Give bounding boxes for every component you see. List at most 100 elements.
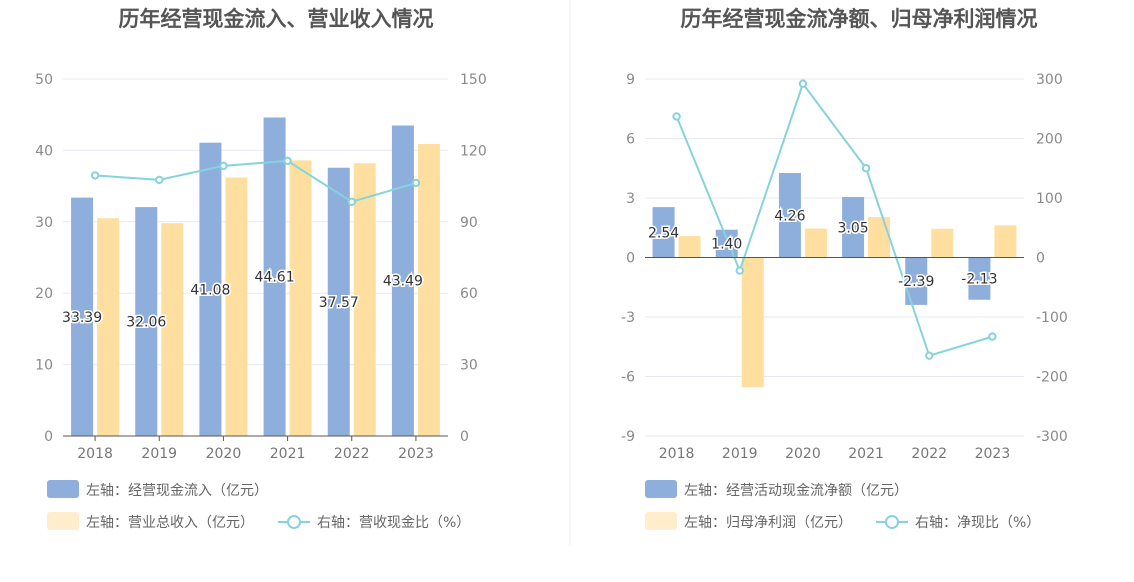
bars <box>71 117 440 437</box>
bar-value-label: 32.06 <box>126 315 166 331</box>
line-point[interactable] <box>735 266 744 275</box>
x-tick-label: 2022 <box>911 446 947 462</box>
net-cashflow-profit-chart: 历年经营现金流净额、归母净利润情况 -9 -6 -3 0 3 6 9 -300 -200 -100… <box>621 7 1068 531</box>
line-point[interactable] <box>155 175 164 185</box>
bar-secondary[interactable] <box>741 257 764 388</box>
y-right-tick-label: -200 <box>1036 370 1068 386</box>
y-right-tick-label: -300 <box>1036 429 1068 445</box>
y-left-tick-label: 0 <box>44 429 53 445</box>
bar-value-label: 33.39 <box>62 310 102 326</box>
bar-secondary[interactable] <box>931 228 954 258</box>
bar-primary[interactable] <box>968 257 991 300</box>
bar-primary[interactable] <box>135 207 158 436</box>
legend-swatch <box>47 512 79 530</box>
bar-value-label: 3.05 <box>837 220 868 236</box>
y-right-tick-label: 300 <box>1036 72 1063 88</box>
legend-item[interactable]: 左轴：归母净利润（亿元） <box>645 512 852 531</box>
bar-value-label: -2.13 <box>961 272 997 288</box>
bar-primary[interactable] <box>71 197 94 436</box>
bar-value-label: 4.26 <box>774 208 805 224</box>
x-tick-label: 2023 <box>398 446 434 462</box>
bar-primary[interactable] <box>391 125 414 437</box>
line-point[interactable] <box>90 171 100 180</box>
legend-swatch <box>645 512 677 530</box>
legend-label: 右轴：净现比（%） <box>915 515 1040 531</box>
legend-swatch <box>278 515 310 529</box>
line-point[interactable] <box>672 112 681 121</box>
y-left-tick-label: 0 <box>626 251 635 267</box>
chart-title: 历年经营现金流净额、归母净利润情况 <box>681 7 1038 31</box>
bar-value-label: 44.61 <box>255 270 295 286</box>
y-right-tick-label: 200 <box>1036 132 1063 148</box>
line-point[interactable] <box>219 161 228 171</box>
y-left-tick-label: -6 <box>621 370 635 386</box>
legend-item[interactable]: 左轴：经营现金流入（亿元） <box>47 480 268 499</box>
legend-item[interactable]: 右轴：净现比（%） <box>876 515 1040 531</box>
data-labels: 33.39 32.06 41.08 44.61 37.57 43.49 <box>61 268 425 332</box>
legend-label: 左轴：经营活动现金流净额（亿元） <box>684 483 908 499</box>
y-left-tick-label: -9 <box>621 429 635 445</box>
y-left-tick-label: 6 <box>626 132 635 148</box>
legend-swatch <box>47 480 79 498</box>
line-point[interactable] <box>411 178 421 188</box>
bar-secondary[interactable] <box>161 223 184 436</box>
bar-primary[interactable] <box>327 167 350 437</box>
bar-primary[interactable] <box>905 257 928 305</box>
bar-secondary[interactable] <box>868 217 891 258</box>
bar-secondary[interactable] <box>417 143 440 436</box>
legend-swatch <box>876 515 908 529</box>
y-right-tick-label: 90 <box>460 215 478 231</box>
bar-primary[interactable] <box>778 173 801 258</box>
bar-value-label: -2.39 <box>898 274 934 290</box>
line-point[interactable] <box>283 156 292 166</box>
line-point[interactable] <box>861 164 871 173</box>
bar-value-label: 43.49 <box>383 274 423 290</box>
bar-secondary[interactable] <box>804 228 827 258</box>
grid-lines <box>63 78 448 437</box>
bar-primary[interactable] <box>842 197 865 258</box>
bar-secondary[interactable] <box>994 225 1017 258</box>
bar-secondary[interactable] <box>353 163 376 436</box>
bar-value-label: 41.08 <box>190 282 230 298</box>
legend-item[interactable]: 左轴：营业总收入（亿元） <box>47 512 254 531</box>
x-tick-label: 2021 <box>848 446 884 462</box>
legend-item[interactable]: 左轴：经营活动现金流净额（亿元） <box>645 480 908 499</box>
bar-primary[interactable] <box>652 207 675 258</box>
y-left-tick-label: 50 <box>35 72 53 88</box>
bar-secondary[interactable] <box>97 218 120 436</box>
y-left-tick-label: 10 <box>35 358 53 374</box>
y-left-tick-label: 3 <box>626 191 635 207</box>
x-tick-label: 2018 <box>77 446 113 462</box>
chart-title: 历年经营现金流入、营业收入情况 <box>119 7 434 31</box>
y-right-tick-label: 0 <box>1036 251 1045 267</box>
x-tick-label: 2021 <box>270 446 306 462</box>
legend[interactable]: 左轴：经营活动现金流净额（亿元） 左轴：归母净利润（亿元） 右轴：净现比（%） <box>645 480 1040 531</box>
y-right-tick-label: 0 <box>460 429 469 445</box>
axis-ticks: 0 10 20 30 40 50 0 30 60 90 120 150 2018 2019 2020 2021… <box>35 72 487 462</box>
y-left-tick-label: 9 <box>626 72 635 88</box>
bar-primary[interactable] <box>199 142 222 437</box>
x-tick-label: 2018 <box>659 446 695 462</box>
y-right-tick-label: 150 <box>460 72 487 88</box>
x-tick-label: 2019 <box>722 446 758 462</box>
bar-secondary[interactable] <box>225 177 248 437</box>
legend-label: 左轴：归母净利润（亿元） <box>684 514 852 531</box>
x-tick-label: 2022 <box>334 446 370 462</box>
legend-swatch <box>645 480 677 498</box>
line-path <box>95 159 417 203</box>
cashflow-revenue-chart: 历年经营现金流入、营业收入情况 0 10 20 30 40 50 0 30 60 90 120 150… <box>35 7 487 531</box>
line-point[interactable] <box>988 332 997 341</box>
legend-item[interactable]: 右轴：营收现金比（%） <box>278 515 470 531</box>
legend-label: 左轴：经营现金流入（亿元） <box>86 483 268 499</box>
y-right-tick-label: 120 <box>460 143 487 159</box>
bar-secondary[interactable] <box>289 160 312 436</box>
line-point[interactable] <box>347 197 356 207</box>
legend[interactable]: 左轴：经营现金流入（亿元） 左轴：营业总收入（亿元） 右轴：营收现金比（%） <box>47 480 470 531</box>
bar-primary[interactable] <box>263 117 286 437</box>
line-point[interactable] <box>798 79 808 88</box>
line-point[interactable] <box>925 351 934 360</box>
bar-secondary[interactable] <box>678 236 701 258</box>
axis-ticks: -9 -6 -3 0 3 6 9 -300 -200 -100 0 100 200 300 2018 2019… <box>621 72 1068 462</box>
y-left-tick-label: 40 <box>35 143 53 159</box>
bar-value-label: 2.54 <box>648 225 679 241</box>
